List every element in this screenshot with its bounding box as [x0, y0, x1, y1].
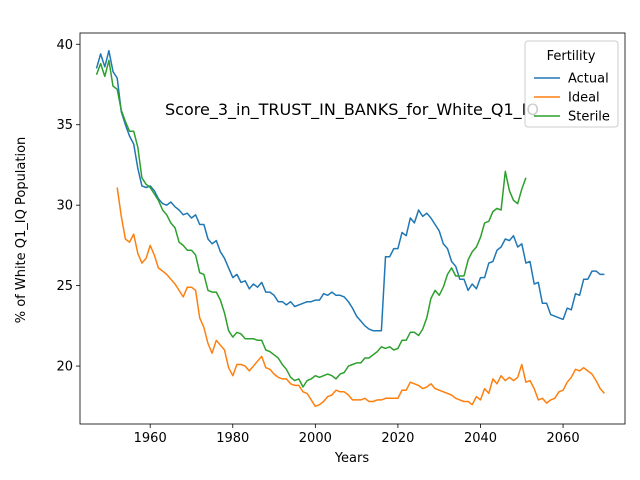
legend-title: Fertility — [547, 49, 596, 64]
series-line-ideal — [116, 187, 605, 408]
y-tick-label: 25 — [56, 279, 73, 294]
series-layer — [95, 49, 605, 408]
y-axis-label: % of White Q1_IQ Population — [14, 137, 29, 324]
x-tick-label: 2060 — [547, 431, 580, 446]
legend-box — [524, 40, 619, 128]
legend-label-sterile: Sterile — [568, 110, 610, 125]
x-tick-label: 2020 — [381, 431, 414, 446]
x-tick-label: 1980 — [216, 431, 249, 446]
x-tick-label: 2040 — [464, 431, 497, 446]
legend-label-actual: Actual — [568, 72, 609, 87]
y-tick-label: 35 — [56, 118, 73, 133]
x-tick-label: 2000 — [299, 431, 332, 446]
y-tick-label: 30 — [56, 199, 73, 214]
x-tick-label: 1960 — [134, 431, 167, 446]
y-tick-label: 20 — [56, 360, 73, 375]
plot-frame — [79, 32, 626, 425]
legend: Fertility Actual Ideal Sterile — [524, 40, 619, 128]
legend-items: Actual Ideal Sterile — [534, 72, 610, 125]
y-tick-label: 40 — [56, 38, 73, 53]
series-line-actual — [95, 49, 605, 332]
chart-title: Score_3_in_TRUST_IN_BANKS_for_White_Q1_I… — [165, 100, 539, 120]
series-line-sterile — [95, 59, 527, 388]
x-axis-label: Years — [334, 451, 370, 466]
y-axis: 20 25 30 35 40 — [56, 38, 80, 375]
x-axis: 1960 1980 2000 2020 2040 2060 — [134, 424, 580, 446]
legend-label-ideal: Ideal — [568, 91, 600, 106]
